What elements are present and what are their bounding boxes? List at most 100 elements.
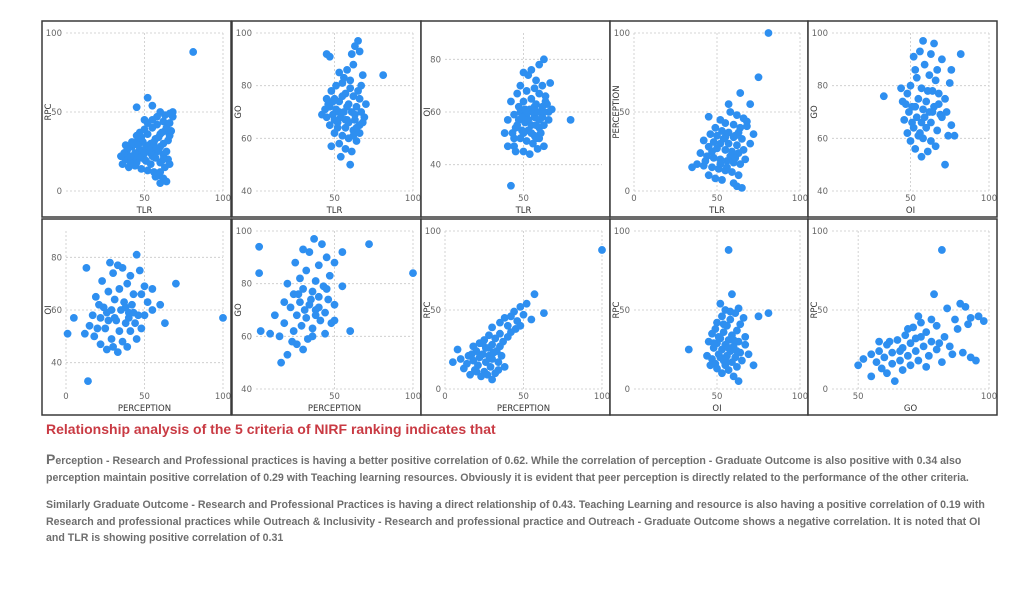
data-point <box>118 337 127 346</box>
data-point <box>535 123 544 132</box>
data-point <box>901 331 910 340</box>
data-point <box>496 329 504 338</box>
data-point <box>330 258 339 267</box>
data-point <box>719 320 728 329</box>
data-point <box>325 52 334 61</box>
data-point <box>219 314 227 322</box>
data-point <box>162 147 171 156</box>
data-point <box>102 308 111 317</box>
data-point <box>716 160 725 169</box>
data-point <box>346 76 355 85</box>
data-point <box>911 102 920 111</box>
data-point <box>143 119 152 127</box>
y-tick-label: 40 <box>241 385 252 395</box>
data-point <box>503 116 512 124</box>
data-point <box>754 312 763 321</box>
data-point <box>142 157 150 165</box>
y-tick-label: 0 <box>625 385 630 395</box>
panel-border <box>41 20 232 218</box>
data-point <box>917 318 925 327</box>
scatter-panel: 50 100 0 50 100 TLR RPC <box>41 20 232 218</box>
data-point <box>123 342 132 351</box>
panel-border <box>807 20 998 218</box>
data-point <box>507 181 515 190</box>
data-point <box>98 277 107 285</box>
data-point <box>172 279 180 288</box>
data-point <box>917 332 925 341</box>
data-point <box>744 350 753 359</box>
data-point <box>330 116 339 124</box>
data-point <box>300 306 309 314</box>
data-point <box>469 356 478 365</box>
x-axis-label: PERCEPTION <box>497 404 550 414</box>
data-point <box>96 340 105 349</box>
data-point <box>503 321 512 330</box>
data-point <box>453 345 462 354</box>
x-tick-label: 100 <box>594 392 610 402</box>
data-point <box>358 71 367 80</box>
data-point <box>126 152 135 161</box>
data-point <box>110 295 119 304</box>
data-point <box>931 142 940 151</box>
data-point <box>478 339 487 348</box>
data-point <box>91 292 100 301</box>
data-point <box>121 303 130 312</box>
data-point <box>888 348 897 357</box>
data-point <box>477 372 486 381</box>
data-point <box>917 152 926 161</box>
data-point <box>708 329 716 338</box>
data-point <box>764 29 773 37</box>
data-point <box>738 134 746 143</box>
data-point <box>942 108 951 116</box>
data-point <box>321 329 329 338</box>
data-point <box>486 362 495 371</box>
data-point <box>270 311 279 320</box>
data-point <box>466 370 475 379</box>
data-point <box>351 42 359 51</box>
data-point <box>903 351 912 360</box>
data-point <box>919 342 928 351</box>
y-tick-label: 100 <box>236 227 252 237</box>
x-tick-label: 100 <box>215 194 231 204</box>
data-point <box>514 102 523 111</box>
data-point <box>741 155 750 164</box>
data-point <box>911 144 920 153</box>
data-point <box>355 94 364 103</box>
data-point <box>532 134 540 143</box>
data-point <box>104 316 113 325</box>
scatter-panel: 50 100 0 50 100 GO RPC <box>807 218 998 416</box>
x-axis-label: OI <box>906 206 915 216</box>
data-point <box>95 300 103 309</box>
data-point <box>500 129 509 137</box>
data-point <box>156 300 165 309</box>
data-point <box>283 350 292 359</box>
data-point <box>890 377 899 385</box>
y-axis-label: RPC <box>612 301 622 318</box>
data-point <box>522 137 531 145</box>
data-point <box>728 168 736 176</box>
y-axis-label: GO <box>234 303 244 317</box>
data-point <box>118 263 127 272</box>
data-point <box>726 315 735 324</box>
x-tick-label: 50 <box>329 194 340 204</box>
x-tick-label: 0 <box>442 392 447 402</box>
data-point <box>718 369 726 378</box>
data-point <box>701 157 710 165</box>
data-point <box>934 89 943 98</box>
data-point <box>920 113 929 122</box>
data-point <box>733 111 741 120</box>
y-axis-label: RPC <box>423 301 433 318</box>
data-point <box>938 55 946 64</box>
data-point <box>754 73 763 82</box>
data-point <box>947 121 956 130</box>
data-point <box>325 121 334 130</box>
data-point <box>945 342 954 351</box>
data-point <box>527 315 536 324</box>
data-point <box>296 274 304 283</box>
data-point <box>721 119 730 127</box>
data-point <box>280 298 289 306</box>
data-point <box>117 152 125 161</box>
data-point <box>956 50 965 58</box>
y-tick-label: 60 <box>817 134 828 144</box>
data-point <box>721 146 730 154</box>
